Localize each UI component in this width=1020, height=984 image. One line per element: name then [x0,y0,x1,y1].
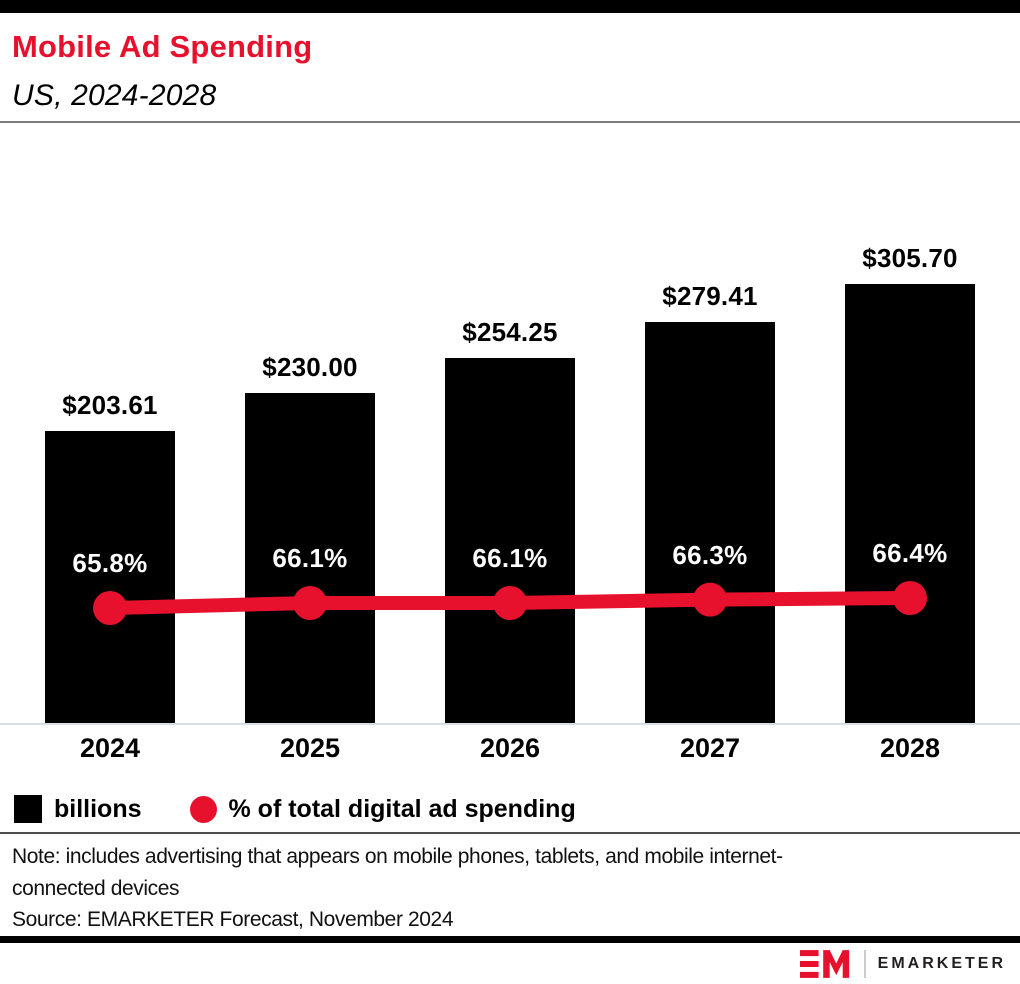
bar-2024 [45,431,175,723]
percent-label: 66.1% [472,543,548,573]
legend-item-percent: % of total digital ad spending [189,794,576,824]
x-axis-label-2028: 2028 [879,733,941,763]
x-axis: 2024 2025 2026 2027 2028 [0,727,1020,777]
logo-divider [863,949,866,978]
emarketer-logo: EMARKETER [799,949,1006,978]
x-axis-label-2027: 2027 [679,733,741,763]
bar-value-label: $279.41 [662,281,758,311]
percent-label: 65.8% [72,548,148,578]
bar-2025 [245,393,375,723]
note-text: Note: includes advertising that appears … [12,845,783,900]
trend-point-2028 [893,581,927,615]
trend-point-2026 [493,586,527,620]
percent-swatch-icon [189,795,217,823]
notes-divider [0,832,1020,834]
brand-footer: EMARKETER [0,943,1020,984]
bar-2026 [445,358,575,723]
legend-item-billions: billions [14,795,142,824]
notes: Note: includes advertising that appears … [12,841,1008,932]
trend-line-svg [93,581,927,625]
bar-2028 [845,284,975,723]
billions-swatch-icon [14,795,42,823]
percent-label: 66.4% [872,538,948,568]
bar-value-label: $254.25 [462,317,558,347]
brand-name: EMARKETER [877,954,1006,972]
trend-point-2025 [293,586,327,620]
x-axis-label-2026: 2026 [479,733,541,763]
percent-label: 66.1% [272,543,348,573]
chart-area: $203.61 65.8% $230.00 66.1% $254.25 66.1% $279… [0,123,1020,725]
bar-2027 [645,322,775,723]
bar-value-label: $305.70 [862,243,958,273]
emarketer-logo-mark-icon [799,949,849,978]
page-subtitle: US, 2024-2028 [12,79,217,112]
source-text: Source: EMARKETER Forecast, November 202… [12,908,454,931]
x-axis-label-2024: 2024 [79,733,141,763]
header: Mobile Ad Spending US, 2024-2028 [0,13,1020,113]
bar-value-label: $203.61 [62,390,158,420]
bar-value-label: $230.00 [262,352,358,382]
trend-point-2027 [693,582,727,617]
top-accent-bar [0,0,1020,13]
percent-label: 66.3% [672,539,748,570]
legend-label-billions: billions [54,794,142,823]
legend-label-percent: % of total digital ad spending [228,794,576,823]
trend-point-2024 [93,591,127,625]
page-title: Mobile Ad Spending [12,29,313,64]
bottom-accent-bar [0,936,1020,943]
legend: billions % of total digital ad spending [14,789,576,829]
x-axis-label-2025: 2025 [279,733,341,763]
header-divider [0,121,1020,123]
